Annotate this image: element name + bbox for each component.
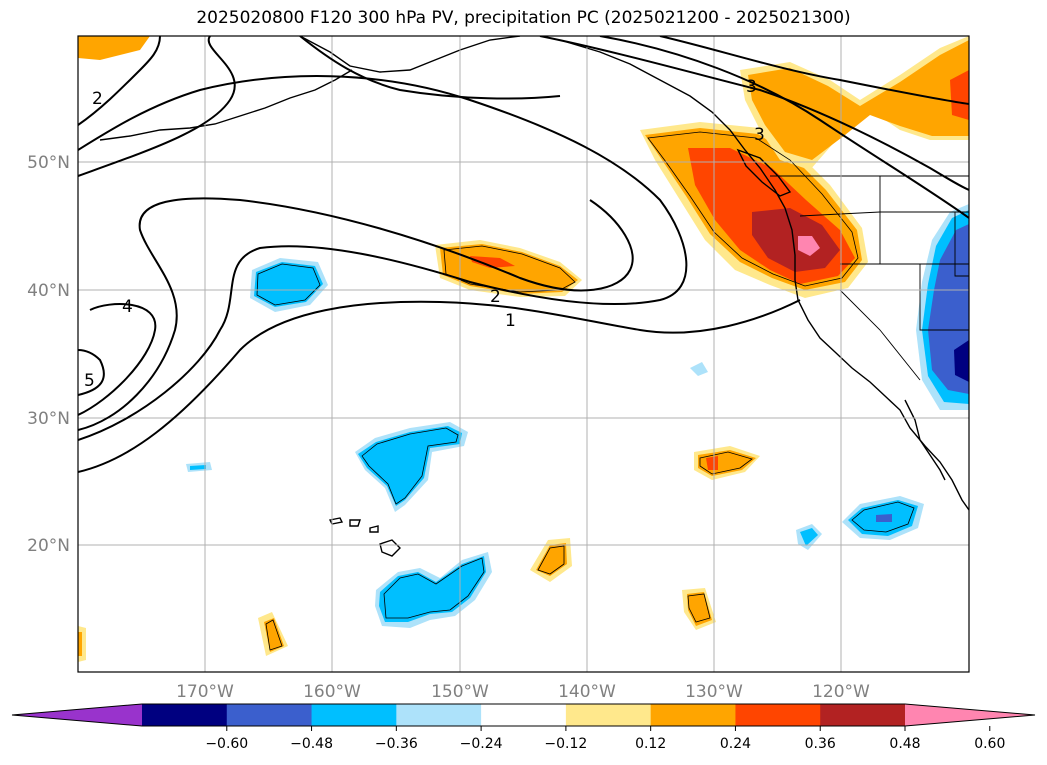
precip-neg-west [254, 262, 323, 307]
hawaii-1 [328, 517, 344, 525]
lat-label-40n: 40°N [27, 281, 70, 301]
colorbar-segment [735, 704, 821, 726]
hawaii-2 [349, 519, 361, 527]
pv-contour-2-north [599, 36, 969, 219]
pv-contour-alaska [299, 36, 561, 100]
precip-pos-nw-corner [78, 36, 150, 60]
lon-labels: 170°W 160°W 150°W 140°W 130°W 120°W [176, 682, 870, 702]
colorbar: −0.60 −0.48 −0.36 −0.24 −0.12 0.12 0.24 0.36 0.4… [11, 703, 1036, 752]
colorbar-tick-label: −0.36 [375, 736, 418, 752]
colorbar-tick-label: −0.48 [290, 736, 333, 752]
colorbar-segment [650, 704, 736, 726]
precip-pos-small-1c [706, 456, 718, 470]
precip-pos-left-edge-b [78, 632, 82, 656]
lon-label-120w: 120°W [812, 682, 870, 702]
pv-contour-3-ne [659, 36, 969, 105]
colorbar-tick-label: −0.24 [460, 736, 503, 752]
pv-contour-2 [78, 75, 688, 441]
colorbar-segment [142, 704, 228, 726]
precip-pos-pnw-max [798, 236, 820, 256]
lon-label-150w: 150°W [431, 682, 489, 702]
alaska-peninsula [99, 69, 353, 141]
lat-label-50n: 50°N [27, 153, 70, 173]
precip-pos-ne-mid [748, 40, 969, 160]
pv-label-2-nw: 2 [92, 89, 103, 109]
pv-contour-top [78, 36, 236, 177]
lat-labels: 50°N 40°N 30°N 20°N [27, 153, 70, 556]
map-title: 2025020800 F120 300 hPa PV, precipitatio… [196, 8, 851, 28]
pv-label-1: 1 [505, 311, 516, 331]
precip-shading [78, 36, 969, 662]
pv-label-5: 5 [84, 371, 95, 391]
colorbar-extend-min [12, 704, 142, 726]
hawaii-3 [379, 539, 401, 557]
precip-pos-pnw-vstrong [752, 208, 840, 272]
vancouver-island [736, 148, 792, 197]
precip-neg-se-strong [876, 514, 892, 522]
pv-label-2: 2 [490, 287, 501, 307]
baja [904, 399, 946, 481]
pv-contour-2b [78, 197, 634, 431]
colorbar-segment [565, 704, 652, 726]
colorbar-tick-label: −0.60 [205, 736, 248, 752]
precip-neg-hawaii-south [379, 556, 486, 622]
pv-contour-1 [78, 299, 801, 473]
lat-label-20n: 20°N [27, 536, 70, 556]
colorbar-tick-label: 0.36 [805, 736, 836, 752]
lon-label-140w: 140°W [558, 682, 616, 702]
colorbar-segment [396, 704, 482, 726]
pv-contour-4 [78, 349, 105, 396]
precip-neg-tiny-3b [800, 528, 818, 546]
colorbar-tick-label: 0.60 [974, 736, 1005, 752]
colorbar-segment [311, 704, 397, 726]
hawaii-4 [369, 525, 379, 533]
lon-label-160w: 160°W [303, 682, 361, 702]
colorbar-segment [481, 704, 567, 726]
pv-contours [78, 36, 969, 473]
colorbar-segment [820, 704, 906, 726]
precip-pos-central-strong [470, 256, 515, 268]
map-frame [77, 35, 970, 673]
political-borders [770, 175, 969, 381]
colorbar-tick-label: 0.12 [635, 736, 666, 752]
precip-neg-tiny-1b [190, 465, 206, 470]
pv-contour-3 [78, 303, 157, 416]
colorbar-outline [11, 703, 1036, 727]
colorbar-segment [226, 704, 313, 726]
colorbar-tick-label: 0.48 [889, 736, 920, 752]
pv-label-4: 4 [122, 297, 133, 317]
lon-label-130w: 130°W [685, 682, 743, 702]
colorbar-tick-label: −0.12 [544, 736, 587, 752]
colorbar-extend-max [905, 704, 1035, 726]
pv-contour-3-north [539, 36, 969, 191]
pv-label-3: 3 [746, 77, 757, 97]
pv-contour-labels: 1 2 3 4 5 2 3 [84, 77, 765, 391]
precip-neg-tiny-2 [690, 362, 708, 376]
precip-neg-hawaii-north [358, 426, 462, 506]
precip-neg-california-max [954, 340, 969, 382]
precip-pos-ne-strong [950, 70, 969, 120]
colorbar-tick-label: 0.24 [720, 736, 751, 752]
lat-label-30n: 30°N [27, 409, 70, 429]
pv-label-3-pnw: 3 [754, 125, 765, 145]
pv-contour-top2 [78, 36, 161, 126]
lon-label-170w: 170°W [176, 682, 234, 702]
alaska-coast [299, 36, 521, 73]
